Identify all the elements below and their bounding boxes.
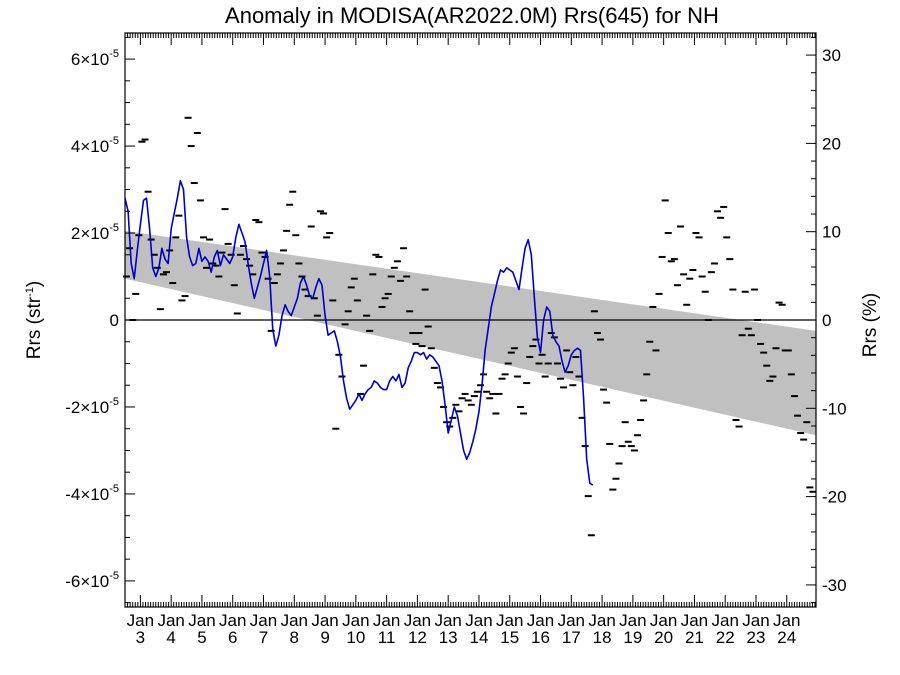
y-axis-label-right: Rrs (%) [860, 293, 881, 357]
x-tick-label-year: 19 [623, 628, 642, 647]
y-axis-label-left: Rrs (str-1) [24, 281, 45, 359]
x-tick-label-year: 4 [166, 628, 175, 647]
y-tick-exponent: -5 [109, 570, 119, 582]
x-tick-label-month: Jan [127, 611, 154, 630]
y-tick-mantissa: -2×10 [65, 398, 109, 417]
x-tick-label-month: Jan [496, 611, 523, 630]
x-tick-label-month: Jan [250, 611, 277, 630]
x-tick-label-month: Jan [157, 611, 184, 630]
x-tick-label-year: 6 [228, 628, 237, 647]
x-tick-label-month: Jan [527, 611, 554, 630]
y-tick-label-left: -6×10-5 [65, 570, 119, 591]
x-tick-label-year: 7 [259, 628, 268, 647]
plot-area [123, 32, 817, 608]
x-tick-label-year: 15 [500, 628, 519, 647]
x-tick-label-year: 11 [378, 628, 396, 647]
x-tick-label-year: 18 [593, 628, 612, 647]
x-tick-label-month: Jan [281, 611, 308, 630]
x-tick-label-year: 13 [439, 628, 458, 647]
y-tick-exponent: -5 [109, 222, 119, 234]
x-tick-label-year: 22 [716, 628, 735, 647]
y-tick-mantissa: 0 [110, 311, 119, 330]
x-tick-label-month: Jan [373, 611, 400, 630]
trend-band [125, 230, 816, 436]
x-tick-label-month: Jan [650, 611, 677, 630]
x-tick-label-year: 24 [777, 628, 796, 647]
y-tick-exponent: -5 [109, 483, 119, 495]
chart-title: Anomaly in MODISA(AR2022.0M) Rrs(645) fo… [225, 3, 719, 28]
x-tick-label-year: 12 [408, 628, 427, 647]
x-tick-label-year: 20 [654, 628, 673, 647]
y-tick-label-right: -10 [822, 399, 847, 418]
x-tick-label-month: Jan [742, 611, 769, 630]
y-tick-label-left: -2×10-5 [65, 396, 119, 417]
y-tick-exponent: -5 [109, 48, 119, 60]
x-tick-label-month: Jan [404, 611, 431, 630]
y-tick-label-right: -20 [822, 488, 847, 507]
y-tick-label-left: 6×10-5 [71, 48, 119, 69]
y-tick-mantissa: 2×10 [71, 224, 109, 243]
x-tick-label-year: 17 [562, 628, 581, 647]
x-tick-label-year: 14 [470, 628, 489, 647]
y-tick-mantissa: 4×10 [71, 137, 109, 156]
y-tick-label-left: 4×10-5 [71, 135, 119, 156]
y-tick-mantissa: 6×10 [71, 50, 109, 69]
y-tick-label-left: 0 [110, 311, 119, 330]
x-tick-label-month: Jan [188, 611, 215, 630]
x-tick-label-year: 23 [747, 628, 766, 647]
x-tick-label-year: 8 [290, 628, 299, 647]
x-tick-label-year: 9 [320, 628, 329, 647]
x-tick-label-month: Jan [434, 611, 461, 630]
y-tick-mantissa: -6×10 [65, 572, 109, 591]
y-tick-exponent: -5 [109, 135, 119, 147]
x-tick-label-year: 3 [136, 628, 145, 647]
x-tick-label-month: Jan [342, 611, 369, 630]
x-tick-label-month: Jan [311, 611, 338, 630]
x-tick-label-month: Jan [681, 611, 708, 630]
x-tick-label-month: Jan [558, 611, 585, 630]
y-tick-label-left: 2×10-5 [71, 222, 119, 243]
x-tick-label-year: 16 [531, 628, 550, 647]
x-tick-label-month: Jan [711, 611, 738, 630]
y-tick-exponent: -5 [109, 396, 119, 408]
x-tick-label-month: Jan [619, 611, 646, 630]
x-tick-label-year: 21 [685, 628, 704, 647]
y-tick-label-right: -30 [822, 576, 847, 595]
x-tick-label-month: Jan [465, 611, 492, 630]
y-tick-mantissa: -4×10 [65, 485, 109, 504]
y-tick-label-right: 10 [822, 223, 841, 242]
x-tick-label-month: Jan [588, 611, 615, 630]
x-tick-label-month: Jan [773, 611, 800, 630]
y-tick-label-right: 20 [822, 134, 841, 153]
x-tick-label-month: Jan [219, 611, 246, 630]
smoothed-series-line [124, 180, 594, 486]
x-tick-label-year: 10 [346, 628, 365, 647]
y-tick-label-left: -4×10-5 [65, 483, 119, 504]
y-tick-label-right: 0 [822, 311, 831, 330]
x-tick-label-year: 5 [197, 628, 206, 647]
y-tick-label-right: 30 [822, 46, 841, 65]
